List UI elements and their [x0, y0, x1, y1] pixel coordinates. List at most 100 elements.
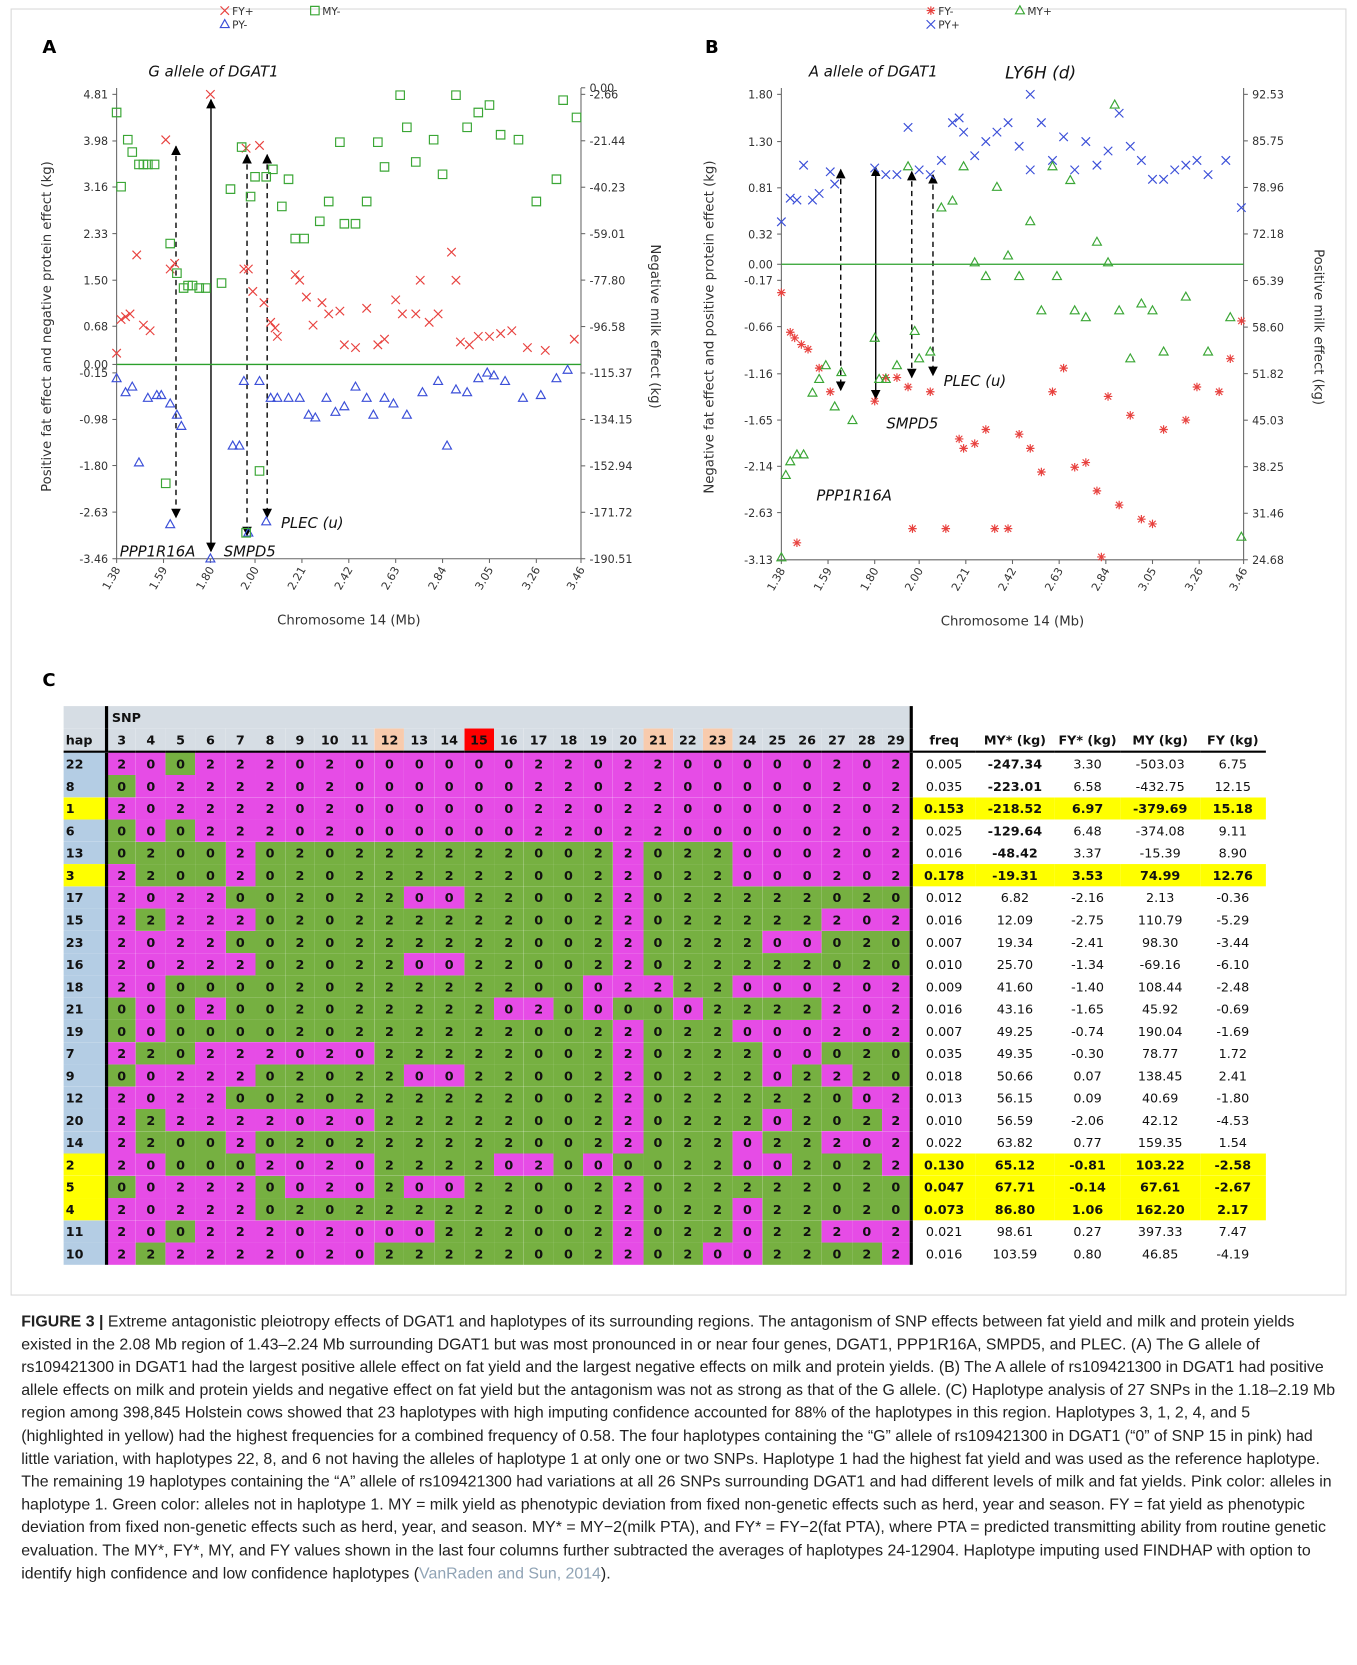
allele-cell: 0: [165, 841, 196, 865]
allele-cell: 0: [195, 975, 226, 998]
allele-cell: 0: [553, 1175, 584, 1199]
chart-title: G allele of DGAT1: [148, 63, 278, 80]
point: [825, 167, 835, 177]
allele-cell: 2: [613, 1242, 644, 1265]
point: [954, 113, 964, 123]
series: [776, 89, 1247, 227]
x-tick-label: 2.00: [238, 564, 262, 592]
allele-cell: 0: [881, 1064, 914, 1087]
point: [1003, 118, 1013, 128]
allele-cell: 2: [314, 1042, 345, 1065]
point: [1035, 304, 1047, 315]
allele-cell: 0: [523, 1108, 554, 1132]
allele-cell: 0: [523, 975, 554, 998]
allele-cell: 2: [106, 886, 136, 909]
stat-cell: -2.06: [1071, 1112, 1105, 1128]
allele-cell: 0: [553, 997, 584, 1020]
allele-cell: 0: [553, 930, 584, 954]
allele-cell: 2: [106, 1242, 136, 1265]
allele-cell: 2: [314, 1153, 345, 1176]
allele-cell: 0: [285, 751, 315, 776]
allele-cell: 0: [643, 841, 673, 865]
allele-cell: 2: [613, 797, 644, 820]
point: [1103, 146, 1113, 156]
allele-cell: 0: [553, 841, 584, 865]
point: [133, 456, 145, 467]
point: [954, 434, 964, 444]
allele-cell: 0: [553, 908, 584, 931]
stat-cell: -2.67: [1199, 1175, 1266, 1199]
point: [170, 258, 180, 269]
point: [1051, 270, 1063, 281]
allele-cell: 0: [195, 1153, 226, 1176]
allele-cell: 0: [464, 819, 494, 842]
allele-cell: 2: [225, 1175, 256, 1199]
column-header: FY* (kg): [1058, 732, 1117, 747]
allele-cell: 0: [404, 1175, 435, 1199]
allele-cell: 2: [165, 908, 196, 931]
y2-tick-label: 58.60: [1252, 321, 1284, 334]
allele-cell: 0: [165, 819, 196, 842]
allele-cell: 0: [881, 1198, 914, 1221]
stat-cell: 41.60: [996, 979, 1034, 994]
allele-cell: 2: [225, 953, 256, 976]
allele-cell: 0: [822, 1086, 852, 1109]
allele-cell: 0: [135, 1175, 166, 1199]
allele-cell: 0: [672, 819, 703, 842]
allele-cell: 2: [225, 1108, 256, 1132]
allele-cell: 0: [344, 797, 375, 820]
point: [873, 373, 885, 384]
citation[interactable]: VanRaden and Sun, 2014: [419, 1564, 601, 1583]
allele-cell: 0: [553, 1131, 584, 1154]
series: [111, 364, 574, 563]
allele-cell: 2: [732, 1175, 763, 1199]
allele-cell: 2: [464, 1086, 494, 1109]
panel-label: C: [42, 670, 55, 691]
allele-cell: 2: [314, 1108, 345, 1132]
stat-cell: 49.35: [996, 1045, 1034, 1061]
point: [891, 359, 903, 370]
point: [464, 340, 475, 350]
allele-cell: 2: [613, 819, 644, 842]
point: [776, 217, 787, 227]
column-header: 7: [225, 728, 256, 752]
point: [272, 331, 283, 342]
y-tick-label: 0.00: [83, 359, 108, 372]
allele-cell: 2: [762, 997, 793, 1020]
allele-cell: 2: [523, 1153, 554, 1176]
allele-cell: 2: [702, 1198, 733, 1221]
allele-cell: 2: [285, 953, 315, 976]
point: [1125, 141, 1135, 151]
stat-cell: -0.30: [1071, 1045, 1105, 1061]
allele-cell: 2: [523, 775, 554, 798]
point: [1147, 174, 1158, 184]
allele-cell: 2: [613, 953, 644, 976]
stat-cell: 0.77: [1073, 1134, 1102, 1150]
column-header: 27: [822, 728, 852, 752]
allele-cell: 2: [672, 841, 703, 865]
allele-cell: 2: [285, 908, 315, 931]
allele-cell: 0: [314, 886, 345, 909]
allele-cell: 2: [553, 797, 584, 820]
allele-cell: 2: [374, 1086, 405, 1109]
stat-cell: 159.35: [1137, 1134, 1183, 1150]
allele-cell: 0: [225, 1153, 256, 1176]
hap-cell: 6: [63, 819, 108, 842]
allele-cell: 2: [702, 1175, 733, 1199]
stat-cell: 0.007: [925, 1023, 963, 1039]
allele-cell: 2: [613, 930, 644, 954]
allele-cell: 2: [195, 997, 226, 1020]
allele-cell: 2: [464, 1175, 494, 1199]
allele-cell: 2: [672, 1220, 703, 1243]
allele-cell: 2: [792, 997, 823, 1020]
y2-tick-label: -40.23: [589, 181, 625, 194]
point: [120, 386, 131, 397]
point: [1024, 215, 1036, 226]
allele-cell: 2: [702, 975, 733, 998]
y2-tick-label: 45.03: [1252, 414, 1284, 427]
allele-cell: 0: [135, 1086, 166, 1109]
allele-cell: 2: [165, 1175, 196, 1199]
point: [924, 345, 936, 356]
allele-cell: 2: [672, 886, 703, 909]
point: [270, 323, 280, 333]
